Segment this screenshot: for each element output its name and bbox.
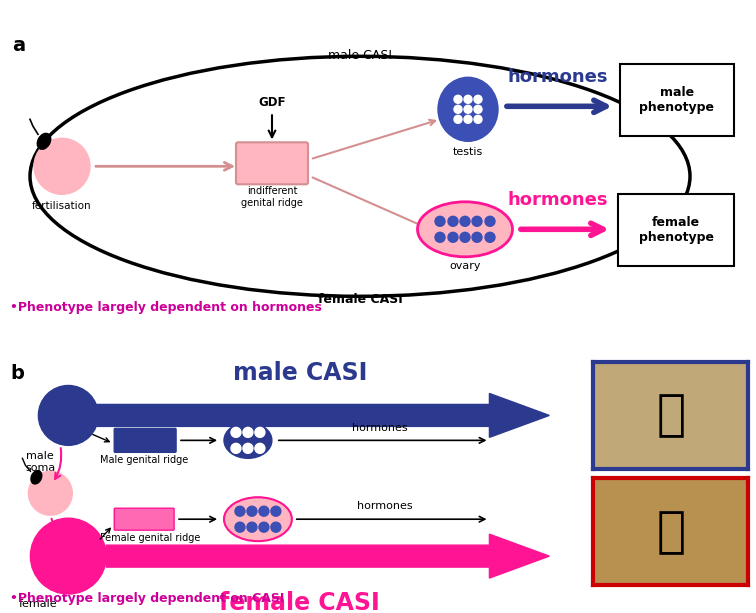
Circle shape: [454, 105, 462, 113]
Text: 🐔: 🐔: [656, 508, 686, 556]
FancyBboxPatch shape: [620, 64, 734, 136]
Ellipse shape: [31, 471, 42, 484]
Text: indifferent
genital ridge: indifferent genital ridge: [241, 186, 303, 208]
Circle shape: [271, 522, 281, 532]
Text: b: b: [11, 364, 24, 383]
Circle shape: [271, 506, 281, 516]
Text: •Phenotype largely dependent on hormones: •Phenotype largely dependent on hormones: [10, 302, 322, 314]
Circle shape: [474, 115, 482, 123]
Circle shape: [454, 95, 462, 104]
Text: male CASI: male CASI: [328, 49, 392, 63]
Circle shape: [39, 386, 98, 446]
Text: male
soma: male soma: [25, 451, 55, 473]
FancyBboxPatch shape: [114, 428, 176, 452]
FancyBboxPatch shape: [114, 508, 174, 530]
FancyBboxPatch shape: [618, 194, 734, 266]
Text: 🐓: 🐓: [656, 391, 686, 440]
Circle shape: [485, 232, 495, 242]
Text: female
soma: female soma: [19, 599, 57, 613]
Ellipse shape: [37, 134, 51, 149]
Circle shape: [235, 522, 245, 532]
Circle shape: [474, 95, 482, 104]
Ellipse shape: [438, 77, 498, 142]
Text: Female genital ridge: Female genital ridge: [101, 533, 200, 543]
Circle shape: [464, 95, 472, 104]
Circle shape: [435, 232, 445, 242]
Text: a: a: [12, 36, 25, 55]
Text: hormones: hormones: [508, 191, 609, 209]
Text: female CASI: female CASI: [318, 293, 402, 306]
Text: testis: testis: [453, 147, 483, 158]
Circle shape: [464, 105, 472, 113]
Text: male
phenotype: male phenotype: [640, 86, 714, 114]
Text: fertilisation: fertilisation: [33, 201, 91, 211]
Circle shape: [247, 522, 257, 532]
Circle shape: [454, 115, 462, 123]
Circle shape: [243, 443, 253, 454]
Text: female
phenotype: female phenotype: [639, 216, 714, 245]
Circle shape: [464, 115, 472, 123]
Text: •Phenotype largely dependent on CASI: •Phenotype largely dependent on CASI: [11, 592, 285, 605]
Circle shape: [460, 216, 470, 226]
Text: male CASI: male CASI: [233, 362, 367, 386]
Circle shape: [29, 471, 73, 515]
Circle shape: [255, 443, 265, 454]
Circle shape: [231, 443, 241, 454]
Circle shape: [435, 216, 445, 226]
Circle shape: [231, 427, 241, 437]
Ellipse shape: [224, 422, 272, 459]
Text: GDF: GDF: [259, 96, 286, 109]
Circle shape: [243, 427, 253, 437]
Circle shape: [460, 232, 470, 242]
Text: female CASI: female CASI: [219, 591, 380, 613]
Circle shape: [247, 506, 257, 516]
FancyBboxPatch shape: [236, 142, 308, 185]
Circle shape: [448, 216, 458, 226]
Circle shape: [30, 518, 107, 594]
Circle shape: [235, 506, 245, 516]
Text: Male genital ridge: Male genital ridge: [101, 455, 188, 465]
Circle shape: [34, 139, 90, 194]
Circle shape: [259, 522, 269, 532]
Text: hormones: hormones: [508, 68, 609, 86]
Circle shape: [448, 232, 458, 242]
Circle shape: [485, 216, 495, 226]
Circle shape: [472, 232, 482, 242]
Ellipse shape: [224, 497, 292, 541]
Text: hormones: hormones: [357, 501, 413, 511]
Text: hormones: hormones: [352, 424, 407, 433]
Circle shape: [474, 105, 482, 113]
Polygon shape: [90, 394, 550, 437]
Ellipse shape: [417, 202, 513, 257]
Polygon shape: [107, 534, 550, 578]
Circle shape: [255, 427, 265, 437]
Circle shape: [472, 216, 482, 226]
Circle shape: [259, 506, 269, 516]
Text: ovary: ovary: [449, 261, 481, 272]
